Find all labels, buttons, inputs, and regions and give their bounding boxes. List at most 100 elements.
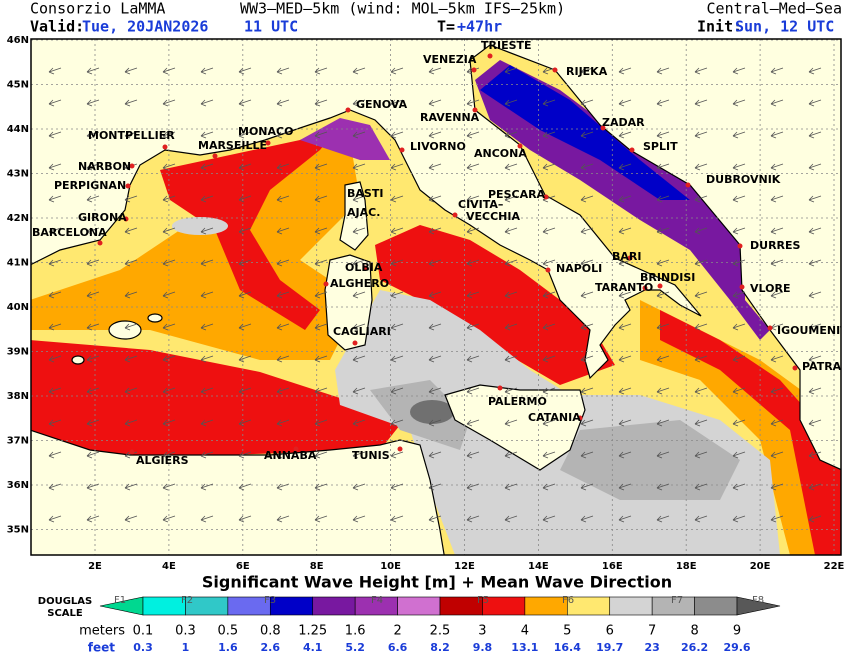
wave-arrow	[618, 259, 632, 267]
wave-arrow	[314, 355, 328, 363]
wave-arrow	[86, 323, 100, 331]
wave-arrow	[656, 259, 670, 267]
wave-arrow	[694, 515, 708, 523]
wave-arrow	[542, 323, 556, 331]
city-label: PATRAS	[802, 360, 849, 373]
wave-arrow	[162, 291, 176, 299]
wave-arrow	[238, 355, 252, 363]
wave-arrow	[48, 355, 62, 363]
lon-label: 10E	[380, 561, 401, 572]
wave-arrow	[580, 163, 594, 171]
wave-arrow	[238, 323, 252, 331]
city-dot	[162, 144, 168, 150]
meters-value: 0.1	[133, 624, 154, 639]
wave-arrow	[694, 451, 708, 459]
wave-arrow	[162, 227, 176, 235]
city-dot	[129, 163, 135, 169]
wave-arrow	[390, 483, 404, 491]
wave-arrow	[86, 387, 100, 395]
meters-value: 2.5	[430, 624, 451, 639]
wave-arrow	[808, 291, 822, 299]
feet-value: 6.6	[388, 641, 408, 654]
feet-value: 2.6	[261, 641, 281, 654]
meters-label: meters	[79, 624, 125, 639]
feet-value: 1.6	[218, 641, 238, 654]
city-label: VECCHIA	[466, 210, 520, 223]
wave-arrow	[466, 323, 480, 331]
wave-arrow	[808, 451, 822, 459]
feet-value: 5.2	[345, 641, 365, 654]
step-label: T=	[437, 18, 455, 36]
wave-arrow	[86, 483, 100, 491]
wave-arrow	[656, 323, 670, 331]
wave-arrow	[732, 195, 746, 203]
city-label: GENOVA	[356, 98, 408, 111]
wave-arrow	[808, 67, 822, 75]
wave-arrow	[732, 227, 746, 235]
wave-arrow	[732, 131, 746, 139]
meters-value: 1.25	[298, 624, 327, 639]
wave-arrow	[694, 131, 708, 139]
wave-arrow	[124, 291, 138, 299]
wave-arrow	[428, 419, 442, 427]
wave-arrow	[162, 67, 176, 75]
wave-arrow	[808, 483, 822, 491]
lat-label: 36N	[7, 480, 29, 491]
wave-arrow	[314, 451, 328, 459]
wave-arrow	[124, 259, 138, 267]
wave-arrow	[466, 227, 480, 235]
land	[108, 320, 142, 340]
wave-arrow	[162, 515, 176, 523]
wave-arrow	[200, 291, 214, 299]
wave-arrow	[732, 355, 746, 363]
wave-arrow	[390, 419, 404, 427]
wave-arrow	[314, 291, 328, 299]
wave-arrow	[808, 259, 822, 267]
wave-arrow	[656, 131, 670, 139]
wave-arrow	[770, 227, 784, 235]
wave-arrow	[238, 163, 252, 171]
wave-arrow	[238, 259, 252, 267]
wave-arrow	[618, 163, 632, 171]
wave-arrow	[808, 163, 822, 171]
wave-arrow	[808, 227, 822, 235]
wave-arrow	[124, 67, 138, 75]
city-dot	[792, 365, 798, 371]
wave-arrow	[390, 67, 404, 75]
city-label: NARBON	[78, 160, 131, 173]
wave-arrow	[124, 227, 138, 235]
wave-arrow	[732, 387, 746, 395]
wave-arrow	[238, 131, 252, 139]
lat-label: 37N	[7, 436, 29, 447]
wave-arrow	[770, 483, 784, 491]
wave-arrow	[656, 387, 670, 395]
city-dot	[472, 107, 478, 113]
wave-arrow	[86, 451, 100, 459]
wave-arrow	[694, 227, 708, 235]
douglas-force: F5	[477, 595, 489, 606]
wave-arrow	[656, 483, 670, 491]
lat-label: 41N	[7, 258, 29, 269]
city-label: LIVORNO	[410, 140, 466, 153]
lat-label: 35N	[7, 525, 29, 536]
wave-arrow	[504, 419, 518, 427]
wave-arrow	[352, 419, 366, 427]
wave-arrow	[314, 259, 328, 267]
wave-arrow	[314, 227, 328, 235]
wave-arrow	[504, 99, 518, 107]
wave-arrow	[390, 259, 404, 267]
city-dot	[293, 446, 299, 452]
city-label: ANNABA	[264, 449, 317, 462]
city-label: RIJEKA	[566, 65, 608, 78]
city-label: ZADAR	[602, 116, 645, 129]
city-label: TARANTO	[595, 281, 653, 294]
wave-arrow	[808, 99, 822, 107]
valid-date: Tue, 20JAN2026	[82, 18, 208, 36]
lat-label: 43N	[7, 169, 29, 180]
city-dot	[577, 415, 583, 421]
wave-arrow	[200, 323, 214, 331]
wave-arrow	[390, 99, 404, 107]
city-dot	[125, 183, 131, 189]
wave-arrow	[732, 291, 746, 299]
